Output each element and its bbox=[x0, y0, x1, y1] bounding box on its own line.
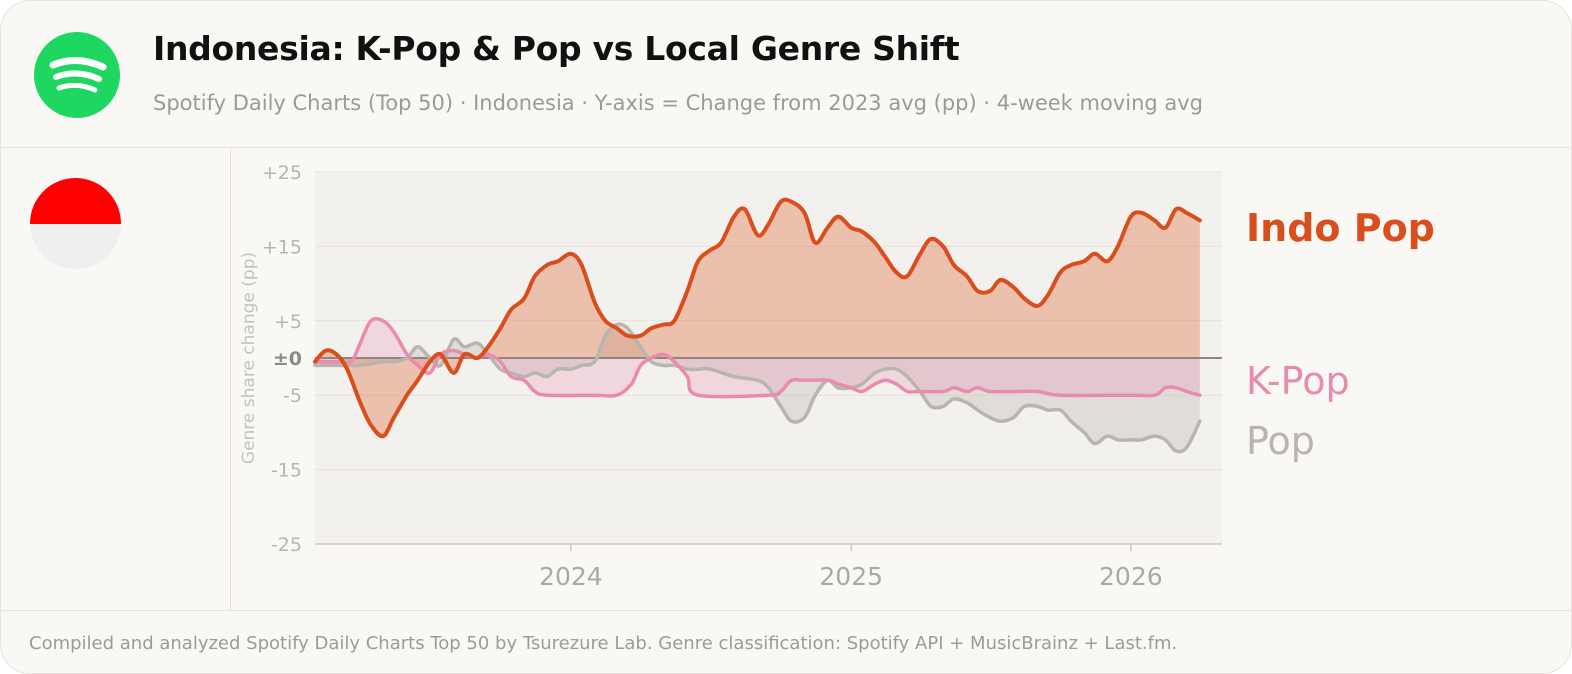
y-tick-label: -15 bbox=[271, 460, 302, 482]
area-k-pop bbox=[315, 318, 1200, 397]
x-tick-label: 2025 bbox=[819, 562, 883, 591]
area-pop bbox=[315, 324, 1200, 452]
line-k-pop bbox=[313, 316, 1202, 399]
spotify-logo-icon bbox=[34, 32, 120, 118]
page-subtitle: Spotify Daily Charts (Top 50) · Indonesi… bbox=[153, 91, 1204, 115]
area-indo-pop bbox=[315, 199, 1200, 437]
x-tick-label: 2024 bbox=[539, 562, 603, 591]
y-tick-label: +5 bbox=[274, 311, 302, 333]
y-tick-label: ±0 bbox=[273, 348, 302, 370]
y-tick-label: +25 bbox=[262, 162, 302, 184]
line-indo-pop bbox=[313, 197, 1202, 439]
series-label-pop: Pop bbox=[1246, 419, 1315, 463]
page-title: Indonesia: K-Pop & Pop vs Local Genre Sh… bbox=[153, 29, 960, 68]
footer-note: Compiled and analyzed Spotify Daily Char… bbox=[29, 633, 1178, 654]
footer: Compiled and analyzed Spotify Daily Char… bbox=[1, 610, 1571, 673]
y-tick-label: -5 bbox=[283, 385, 302, 407]
series-label-indo-pop: Indo Pop bbox=[1246, 206, 1435, 250]
y-axis-label: Genre share change (pp) bbox=[239, 252, 259, 464]
series-label-k-pop: K-Pop bbox=[1246, 359, 1350, 403]
y-tick-label: -25 bbox=[271, 534, 302, 556]
header: Indonesia: K-Pop & Pop vs Local Genre Sh… bbox=[1, 1, 1571, 148]
x-tick-label: 2026 bbox=[1099, 562, 1163, 591]
y-tick-label: +15 bbox=[262, 236, 302, 258]
flag-column bbox=[1, 148, 231, 610]
